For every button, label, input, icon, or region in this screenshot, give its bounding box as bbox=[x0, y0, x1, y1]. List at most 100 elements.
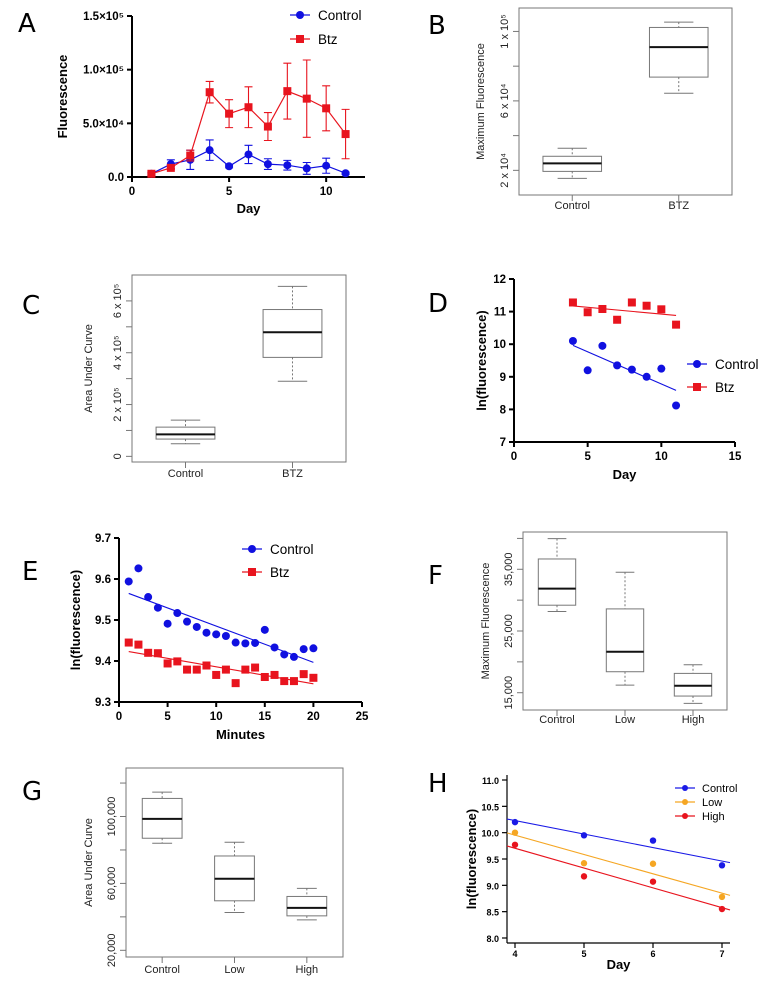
x-axis-label: Minutes bbox=[216, 727, 265, 742]
y-tick-label: 9.6 bbox=[95, 574, 111, 586]
category-label: Control bbox=[168, 468, 203, 480]
y-tick-label: 1.5×10⁵ bbox=[83, 11, 124, 23]
box-control: Control bbox=[537, 538, 577, 726]
category-label: High bbox=[682, 714, 705, 726]
category-label: Control bbox=[555, 200, 590, 212]
data-point bbox=[153, 603, 162, 612]
trend-line bbox=[506, 845, 731, 911]
y-axis-label: Area Under Curve bbox=[83, 324, 95, 413]
data-point bbox=[289, 652, 298, 661]
iqr-box bbox=[286, 895, 328, 917]
legend-label: Control bbox=[702, 783, 737, 795]
series-control bbox=[124, 564, 318, 663]
panel-b: B 2 x 10⁴ 6 x 10⁴ 1 x 10⁵ Maximum Fluorescen… bbox=[428, 7, 733, 212]
data-point bbox=[568, 298, 577, 307]
panel-label: C bbox=[22, 291, 40, 321]
data-point bbox=[283, 87, 292, 96]
y-axis-label: Maximum Fluorescence bbox=[475, 43, 487, 160]
data-point bbox=[309, 644, 318, 653]
box-control: Control bbox=[155, 419, 216, 480]
category-label: High bbox=[296, 964, 319, 976]
data-point bbox=[580, 832, 588, 839]
data-point bbox=[302, 164, 311, 173]
data-point bbox=[672, 320, 681, 329]
legend-label: Control bbox=[270, 542, 314, 557]
legend-marker bbox=[682, 799, 688, 805]
legend-label: Control bbox=[318, 8, 362, 23]
data-point bbox=[241, 639, 250, 648]
panel-label: B bbox=[428, 11, 446, 41]
legend-item-control: Control bbox=[675, 783, 737, 795]
panel-label: H bbox=[428, 769, 448, 799]
legend-item-btz: Btz bbox=[290, 32, 338, 47]
data-point bbox=[147, 169, 156, 178]
data-point bbox=[270, 670, 279, 679]
data-point bbox=[649, 837, 657, 844]
x-tick-label: 5 bbox=[584, 451, 591, 463]
panel-label: F bbox=[428, 561, 443, 591]
y-tick-label: 5.0×10⁴ bbox=[83, 118, 124, 130]
data-point bbox=[173, 657, 182, 666]
series-btz bbox=[568, 298, 681, 329]
data-point bbox=[221, 665, 230, 674]
y-tick-label: 10.0 bbox=[481, 829, 499, 839]
data-point bbox=[134, 564, 143, 573]
data-point bbox=[299, 645, 308, 654]
data-point bbox=[649, 878, 657, 885]
data-point bbox=[225, 162, 234, 171]
y-tick-label: 100,000 bbox=[106, 797, 118, 837]
y-tick-label: 8 bbox=[500, 404, 507, 416]
y-tick-label: 9.5 bbox=[486, 855, 499, 865]
y-tick-label: 11.0 bbox=[482, 776, 499, 786]
panel-a: A 0 5 10 0.0 5.0×10⁴ 1.0×10⁵ 1.5×10⁵ Day Fluoresc… bbox=[18, 8, 365, 216]
y-axis-label: ln(fluorescence) bbox=[474, 310, 489, 410]
box-low: Low bbox=[214, 841, 255, 976]
panel-label: A bbox=[18, 9, 36, 39]
legend-marker bbox=[682, 785, 688, 791]
x-tick-label: 0 bbox=[129, 186, 135, 198]
data-point bbox=[263, 122, 272, 131]
trend-line bbox=[506, 818, 731, 864]
y-tick-label: 1.0×10⁵ bbox=[83, 65, 124, 77]
data-point bbox=[144, 648, 153, 657]
data-point bbox=[583, 366, 592, 375]
panel-label: D bbox=[428, 289, 448, 319]
data-point bbox=[166, 163, 175, 172]
y-axis-label: Maximum Fluorescence bbox=[480, 563, 492, 680]
data-point bbox=[598, 304, 607, 313]
iqr-box bbox=[155, 426, 216, 440]
y-tick-label: 1 x 10⁵ bbox=[499, 14, 511, 49]
data-point bbox=[657, 364, 666, 373]
legend-label: Low bbox=[702, 797, 722, 809]
data-point bbox=[657, 305, 666, 314]
data-point bbox=[260, 672, 269, 681]
box-btz: BTZ bbox=[648, 21, 709, 212]
plot-frame bbox=[131, 274, 347, 463]
data-point bbox=[580, 873, 588, 880]
data-point bbox=[173, 609, 182, 618]
x-tick-label: 10 bbox=[655, 451, 668, 463]
y-axis-label: Area Under Curve bbox=[83, 818, 95, 907]
data-point bbox=[302, 94, 311, 103]
data-point bbox=[225, 109, 234, 118]
y-tick-label: 2 x 10⁴ bbox=[499, 153, 511, 188]
data-point bbox=[251, 663, 260, 672]
legend-marker bbox=[693, 360, 701, 368]
data-point bbox=[212, 670, 221, 679]
category-label: BTZ bbox=[668, 200, 689, 212]
data-point bbox=[613, 361, 622, 370]
panel-label: E bbox=[22, 557, 38, 587]
y-tick-label: 35,000 bbox=[503, 552, 515, 586]
x-tick-label: 5 bbox=[164, 711, 171, 723]
data-point bbox=[280, 650, 289, 659]
legend-label: High bbox=[702, 811, 725, 823]
data-point bbox=[322, 161, 331, 170]
iqr-box bbox=[605, 608, 645, 673]
data-point bbox=[186, 151, 195, 160]
data-point bbox=[144, 593, 153, 602]
series-high bbox=[506, 841, 731, 913]
panel-g: G 20,000 60,000 100,000 Area Under Curve Cont… bbox=[22, 767, 344, 976]
data-point bbox=[212, 630, 221, 639]
x-tick-label: 15 bbox=[729, 451, 742, 463]
series-control bbox=[568, 336, 681, 410]
